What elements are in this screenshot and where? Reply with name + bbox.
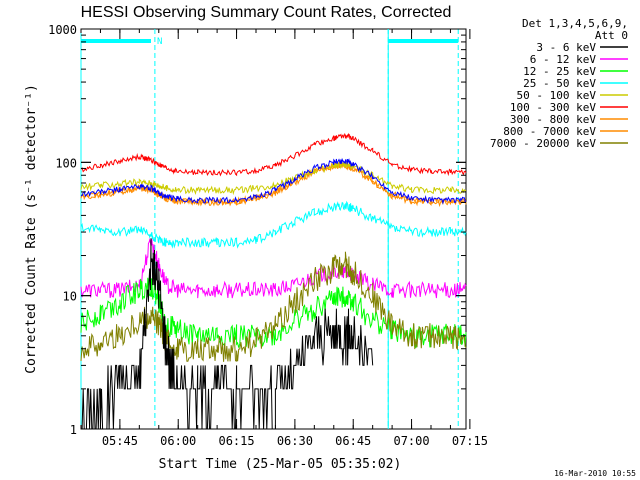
legend-label-4: 50 - 100 keV <box>517 89 597 102</box>
x-tick-label: 07:15 <box>452 434 488 448</box>
legend-label-6: 300 - 800 keV <box>510 113 596 126</box>
series-line-4 <box>80 161 467 196</box>
legend-label-5: 100 - 300 keV <box>510 101 596 114</box>
date-stamp: 16-Mar-2010 10:55 <box>554 469 636 478</box>
y-axis-ticks: 1 10 100 1000 <box>48 23 466 437</box>
x-tick-label: 06:00 <box>160 434 196 448</box>
y-tick-label: 1 <box>70 423 77 437</box>
series-line-8 <box>80 251 467 362</box>
guide-lines <box>80 29 459 429</box>
y-axis-label: Corrected Count Rate (s⁻¹ detector⁻¹) <box>24 84 39 374</box>
legend-label-0: 3 - 6 keV <box>536 41 596 54</box>
y-tick-label: 10 <box>63 290 77 304</box>
x-axis-ticks: 05:45 06:00 06:15 06:30 06:45 07:00 07:15 <box>80 29 488 448</box>
legend-label-2: 12 - 25 keV <box>523 65 596 78</box>
legend-header-2: Att 0 <box>595 29 628 42</box>
legend-label-3: 25 - 50 keV <box>523 77 596 90</box>
x-tick-label: 06:45 <box>335 434 371 448</box>
x-tick-label: 06:30 <box>277 434 313 448</box>
series-line-5 <box>80 132 467 177</box>
legend-label-7: 800 - 7000 keV <box>503 125 596 138</box>
x-tick-label: 06:15 <box>218 434 254 448</box>
series-lines <box>80 132 467 430</box>
series-line-1 <box>80 237 467 299</box>
plot-area: N 1 10 100 1000 05:45 06:00 06:15 06:30 06:45 07… <box>48 23 488 448</box>
y-tick-label: 100 <box>55 156 77 170</box>
x-tick-label: 05:45 <box>102 434 138 448</box>
x-tick-label: 07:00 <box>393 434 429 448</box>
legend-label-1: 6 - 12 keV <box>530 53 597 66</box>
series-line-2 <box>80 277 467 349</box>
series-line-0 <box>81 238 374 430</box>
night-marker-label: N <box>157 37 162 47</box>
legend-label-8: 7000 - 20000 keV <box>490 137 596 150</box>
y-tick-label: 1000 <box>48 23 77 37</box>
x-axis-label: Start Time (25-Mar-05 05:35:02) <box>159 457 402 472</box>
series-line-3 <box>80 200 467 249</box>
series-line-blue <box>80 157 467 205</box>
legend-header-1: Det 1,3,4,5,6,9, <box>522 17 628 30</box>
chart-title: HESSI Observing Summary Count Rates, Cor… <box>81 4 452 21</box>
